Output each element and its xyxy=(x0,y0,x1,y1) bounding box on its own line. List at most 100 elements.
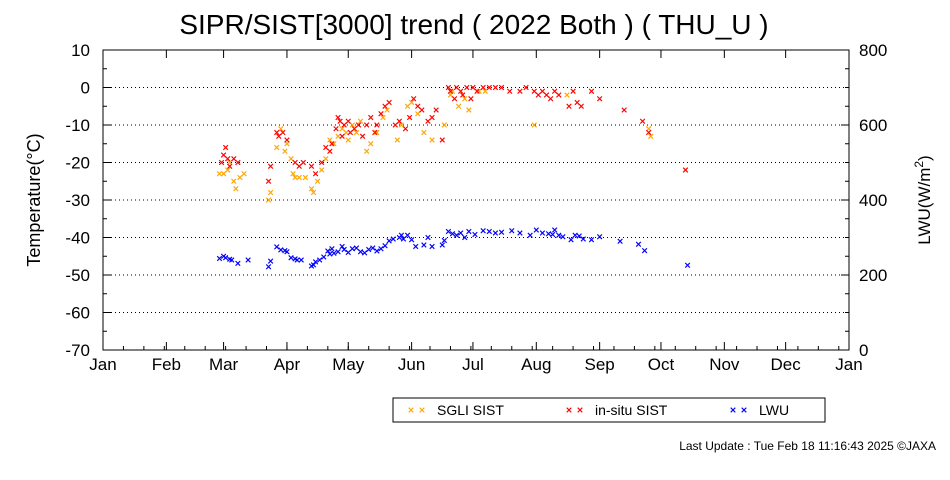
data-point xyxy=(370,245,376,251)
data-point xyxy=(596,96,603,102)
data-point xyxy=(531,88,537,94)
data-point xyxy=(551,88,558,94)
data-point xyxy=(390,236,396,242)
data-point xyxy=(316,257,323,263)
data-point xyxy=(408,99,415,106)
x-tick-label: Aug xyxy=(521,355,551,374)
data-point xyxy=(224,167,231,173)
data-point xyxy=(363,148,370,154)
data-point xyxy=(453,232,460,238)
data-point xyxy=(224,156,231,162)
data-point xyxy=(474,88,480,94)
y-tick-label: -40 xyxy=(65,229,90,248)
data-point xyxy=(357,249,364,255)
data-point xyxy=(327,251,333,257)
data-point xyxy=(549,231,556,238)
y2-tick-label: 0 xyxy=(859,341,868,360)
data-point xyxy=(335,114,341,121)
data-point xyxy=(314,178,321,184)
data-point xyxy=(486,228,492,235)
data-point xyxy=(523,84,529,91)
data-point xyxy=(308,163,315,169)
data-point xyxy=(331,250,337,256)
x-tick-label: Jun xyxy=(398,355,425,374)
legend-box xyxy=(392,397,826,423)
y-tick-label: -30 xyxy=(65,191,90,210)
data-point xyxy=(312,259,319,265)
y2-tick-label: 200 xyxy=(859,266,887,285)
data-point xyxy=(419,407,425,413)
data-point xyxy=(539,88,546,94)
data-point xyxy=(404,232,411,238)
data-point xyxy=(312,171,319,177)
data-point xyxy=(551,227,558,233)
data-point xyxy=(406,114,413,121)
data-point xyxy=(323,144,329,151)
data-point xyxy=(280,129,286,136)
y2-tick-label: 400 xyxy=(859,191,887,210)
data-point xyxy=(730,407,736,413)
data-point xyxy=(374,122,380,128)
data-point xyxy=(451,96,458,102)
data-point xyxy=(267,163,274,169)
data-point xyxy=(218,159,225,166)
data-point xyxy=(229,257,235,263)
data-point xyxy=(507,88,513,94)
data-point xyxy=(453,84,460,91)
x-tick-label: Apr xyxy=(274,355,301,374)
y-tick-label: -10 xyxy=(65,116,90,135)
series-in-situ-sist xyxy=(218,84,689,184)
data-point xyxy=(274,144,280,151)
x-tick-label: Jan xyxy=(89,355,116,374)
data-point xyxy=(572,232,578,238)
data-point xyxy=(480,84,486,91)
data-point xyxy=(292,174,298,181)
data-point xyxy=(308,186,315,192)
x-tick-label: Oct xyxy=(648,355,675,374)
data-point xyxy=(227,163,233,169)
data-point xyxy=(566,407,572,413)
data-point xyxy=(323,156,329,162)
data-point xyxy=(231,178,237,184)
x-tick-label: Jan xyxy=(835,355,862,374)
data-point xyxy=(378,111,384,117)
data-point xyxy=(447,88,454,94)
data-point xyxy=(527,232,533,238)
data-point xyxy=(337,118,343,124)
data-point xyxy=(276,133,282,139)
legend-label: LWU xyxy=(759,402,789,418)
data-point xyxy=(363,122,370,128)
data-point xyxy=(274,129,280,136)
data-point xyxy=(639,118,646,124)
data-point xyxy=(408,237,415,243)
data-point xyxy=(290,171,296,177)
data-point xyxy=(319,159,325,166)
y-axis-left: 10 0 -10 -20 -30 -40 -50 -60 -70 xyxy=(65,41,111,360)
y2-axis-label: LWU(W/m2) xyxy=(912,155,934,244)
data-point xyxy=(466,107,472,113)
data-point xyxy=(413,243,419,250)
data-point xyxy=(345,137,351,143)
legend-label: SGLI SIST xyxy=(437,402,504,418)
data-point xyxy=(470,84,476,91)
gridlines xyxy=(103,87,849,313)
data-point xyxy=(429,137,435,143)
data-point xyxy=(282,148,288,154)
data-point xyxy=(288,156,294,162)
data-point xyxy=(222,144,229,151)
data-point xyxy=(429,114,435,121)
y-tick-label: -70 xyxy=(65,341,90,360)
data-point xyxy=(327,137,333,143)
x-tick-label: Dec xyxy=(771,355,802,374)
data-point xyxy=(349,122,356,128)
data-point xyxy=(482,88,488,94)
data-point xyxy=(419,107,425,113)
data-point xyxy=(580,236,586,242)
data-point xyxy=(486,84,492,91)
series-sgli-sist xyxy=(216,88,689,203)
data-point xyxy=(577,407,583,413)
data-point xyxy=(278,247,284,253)
data-point xyxy=(245,257,251,263)
data-point xyxy=(335,249,341,255)
data-point xyxy=(310,262,317,268)
